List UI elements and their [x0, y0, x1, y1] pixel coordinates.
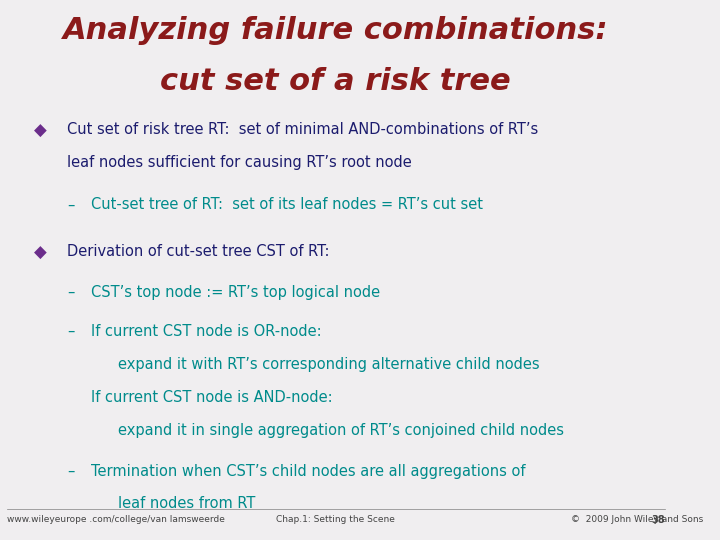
Text: leaf nodes sufficient for causing RT’s root node: leaf nodes sufficient for causing RT’s r… — [67, 154, 412, 170]
Text: expand it with RT’s corresponding alternative child nodes: expand it with RT’s corresponding altern… — [117, 357, 539, 372]
Text: –: – — [67, 323, 75, 339]
Text: ◆: ◆ — [34, 244, 46, 262]
Text: Termination when CST’s child nodes are all aggregations of: Termination when CST’s child nodes are a… — [91, 464, 525, 478]
Text: CST’s top node := RT’s top logical node: CST’s top node := RT’s top logical node — [91, 285, 379, 300]
Text: –: – — [67, 464, 75, 478]
Text: www.wileyeurope .com/college/van lamsweerde: www.wileyeurope .com/college/van lamswee… — [6, 515, 225, 524]
Text: 38: 38 — [651, 515, 665, 525]
Text: expand it in single aggregation of RT’s conjoined child nodes: expand it in single aggregation of RT’s … — [117, 423, 564, 438]
Text: Chap.1: Setting the Scene: Chap.1: Setting the Scene — [276, 515, 395, 524]
Text: ©  2009 John Wiley and Sons: © 2009 John Wiley and Sons — [571, 515, 703, 524]
Text: If current CST node is OR-node:: If current CST node is OR-node: — [91, 323, 321, 339]
Text: –: – — [67, 285, 75, 300]
Text: Derivation of cut-set tree CST of RT:: Derivation of cut-set tree CST of RT: — [67, 244, 330, 259]
Text: ◆: ◆ — [34, 122, 46, 139]
Text: Cut set of risk tree RT:  set of minimal AND-combinations of RT’s: Cut set of risk tree RT: set of minimal … — [67, 122, 539, 137]
Text: cut set of a risk tree: cut set of a risk tree — [161, 68, 511, 97]
Text: Cut-set tree of RT:  set of its leaf nodes = RT’s cut set: Cut-set tree of RT: set of its leaf node… — [91, 197, 482, 212]
Text: If current CST node is AND-node:: If current CST node is AND-node: — [91, 390, 332, 405]
Text: leaf nodes from RT: leaf nodes from RT — [117, 496, 255, 510]
Text: –: – — [67, 197, 75, 212]
Text: Analyzing failure combinations:: Analyzing failure combinations: — [63, 16, 608, 45]
